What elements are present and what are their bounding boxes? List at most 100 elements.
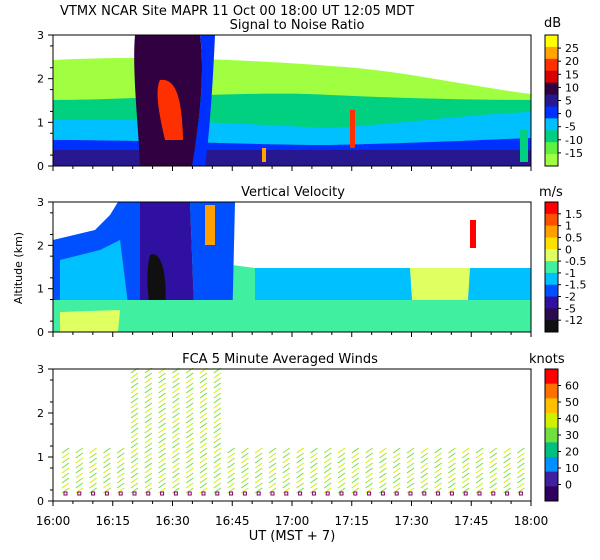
wind-barb xyxy=(489,472,498,479)
wind-barb xyxy=(185,392,194,399)
wind-barb xyxy=(379,452,387,459)
wind-barb xyxy=(282,482,291,489)
snr-streak-c xyxy=(520,130,528,162)
wind-barb xyxy=(172,427,180,434)
wind-calm-marker xyxy=(463,491,468,496)
wind-barb xyxy=(268,477,277,484)
wind-barb xyxy=(185,482,194,489)
wind-barb xyxy=(420,477,429,484)
wind-barb xyxy=(199,477,208,484)
wind-barb xyxy=(434,462,442,469)
colorbar-label: 1 xyxy=(565,220,572,233)
wind-barb xyxy=(199,412,208,419)
wind-barb xyxy=(116,447,125,454)
wind-barb xyxy=(61,467,70,474)
winds-units: knots xyxy=(529,352,565,367)
wind-barb xyxy=(489,467,498,474)
wind-barb xyxy=(199,432,208,439)
wind-barb xyxy=(130,397,139,404)
snr-streak-b xyxy=(262,148,266,162)
wind-barb xyxy=(89,477,97,484)
wind-barb xyxy=(199,487,208,494)
wind-barb xyxy=(185,427,194,434)
wind-barb xyxy=(503,462,511,469)
wind-barb xyxy=(461,477,470,484)
wind-barb xyxy=(503,482,511,489)
wind-barb xyxy=(158,392,166,399)
x-tick-label: 17:15 xyxy=(334,514,369,528)
velocity-surface-yellow xyxy=(60,310,120,332)
wind-barb xyxy=(158,467,166,474)
wind-barb xyxy=(227,472,235,479)
wind-barb xyxy=(475,477,484,484)
wind-barb xyxy=(475,452,484,459)
wind-barb xyxy=(158,397,166,404)
wind-barb xyxy=(130,482,139,489)
colorbar-label: -2 xyxy=(565,291,576,304)
wind-barb xyxy=(130,477,139,484)
wind-barb xyxy=(158,382,166,389)
wind-barb xyxy=(254,447,263,454)
wind-barb xyxy=(172,432,180,439)
wind-barb xyxy=(185,462,194,469)
colorbar-swatch xyxy=(545,202,558,215)
wind-barb xyxy=(158,462,166,469)
wind-barb xyxy=(213,457,222,464)
wind-barb xyxy=(61,447,70,454)
wind-barb xyxy=(130,407,139,414)
wind-calm-marker xyxy=(477,491,482,496)
wind-barb xyxy=(103,487,111,494)
velocity-updraft xyxy=(205,205,215,245)
y-tick-label: 2 xyxy=(37,239,44,252)
wind-barb xyxy=(296,467,304,474)
wind-barb xyxy=(185,382,194,389)
wind-barb xyxy=(392,452,401,459)
wind-barb xyxy=(172,442,180,449)
colorbar-label: 0 xyxy=(565,243,572,256)
wind-barb xyxy=(61,477,70,484)
wind-barb xyxy=(116,452,125,459)
wind-barb xyxy=(144,452,153,459)
wind-barb xyxy=(213,487,222,494)
wind-barb xyxy=(406,447,415,454)
colorbar-label: -12 xyxy=(565,314,583,327)
wind-barb xyxy=(448,467,456,474)
wind-barb xyxy=(503,487,511,494)
wind-calm-marker xyxy=(408,491,413,496)
wind-barb xyxy=(296,487,304,494)
wind-barb xyxy=(158,482,166,489)
wind-barb xyxy=(158,432,166,439)
wind-barb xyxy=(296,472,304,479)
wind-barb xyxy=(144,437,153,444)
wind-barb xyxy=(75,477,84,484)
wind-barb xyxy=(461,487,470,494)
wind-barb xyxy=(144,412,153,419)
wind-barb xyxy=(158,372,166,379)
wind-barb xyxy=(144,432,153,439)
wind-calm-marker xyxy=(91,491,96,496)
colorbar-swatch xyxy=(545,284,558,298)
wind-barb xyxy=(310,472,318,479)
wind-calm-marker xyxy=(173,491,178,496)
wind-barb xyxy=(213,472,222,479)
wind-barb xyxy=(144,477,153,484)
wind-barb xyxy=(185,452,194,459)
wind-barb xyxy=(130,442,139,449)
wind-barb xyxy=(116,462,125,469)
wind-barb xyxy=(130,427,139,434)
wind-barb xyxy=(199,482,208,489)
wind-barb xyxy=(116,487,125,494)
wind-barb xyxy=(406,462,415,469)
wind-barb xyxy=(213,482,222,489)
x-axis-label: UT (MST + 7) xyxy=(249,529,336,544)
wind-barb xyxy=(406,482,415,489)
velocity-lower-cyan xyxy=(255,268,531,300)
y-tick-label: 3 xyxy=(37,363,44,376)
colorbar-label: -15 xyxy=(565,147,583,160)
wind-barb xyxy=(434,452,442,459)
colorbar-swatch xyxy=(545,118,558,131)
wind-barb xyxy=(75,472,84,479)
wind-barb xyxy=(323,452,332,459)
wind-calm-marker xyxy=(104,491,109,496)
wind-barb xyxy=(406,452,415,459)
